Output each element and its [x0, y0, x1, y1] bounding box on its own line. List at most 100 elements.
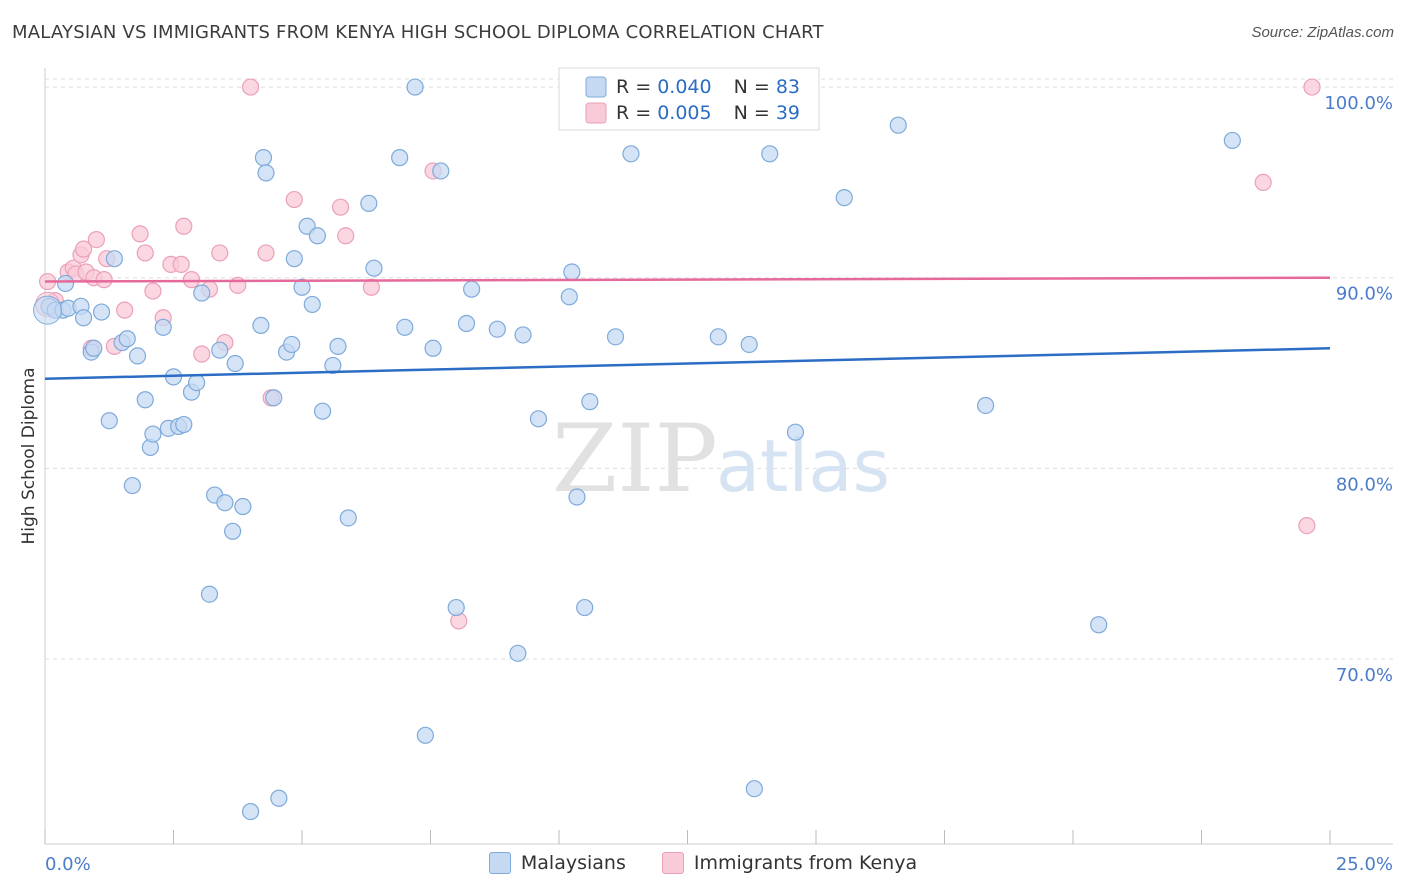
malaysian-point [226, 354, 244, 373]
malaysian-point [835, 189, 853, 207]
malaysian-point [563, 263, 581, 281]
malaysian-point [100, 412, 118, 430]
y-axis-label: High School Diploma [19, 367, 39, 544]
malaysian-point [339, 509, 357, 527]
malaysian-point [200, 585, 219, 603]
malaysian-point [1223, 131, 1241, 150]
malaysian-point [128, 347, 147, 365]
kenya-point [116, 301, 134, 319]
malaysian-point [105, 250, 123, 268]
malaysian-point [424, 339, 442, 357]
malaysian-point [416, 726, 434, 744]
kenya-point [175, 217, 193, 235]
kenya-point [285, 190, 303, 209]
malaysian-point [740, 335, 758, 354]
malaysian-point [175, 415, 193, 434]
malaysian-point [786, 423, 805, 441]
watermark-atlas: atlas [716, 424, 890, 508]
malaysian-point [529, 410, 548, 428]
malaysian-point [257, 164, 275, 182]
r-value: 0.040 [657, 76, 711, 98]
malaysian-point [889, 116, 907, 134]
kenya-trend-line [44, 276, 1331, 283]
malaysian-point [265, 389, 283, 407]
malaysian-point [406, 78, 424, 96]
legend-item-malaysians[interactable]: Malaysians [488, 852, 626, 874]
legend-row-kenya: R = 0.005 N = 39 [616, 102, 800, 124]
n-label: N = [734, 76, 776, 98]
malaysian-point [308, 227, 327, 245]
kenya-point [136, 244, 154, 262]
malaysian-point [745, 780, 763, 798]
legend-swatch-pink [661, 852, 684, 874]
malaysian-point [252, 316, 270, 334]
malaysian-point [324, 356, 342, 375]
chart-title: MALAYSIAN VS IMMIGRANTS FROM KENYA HIGH … [12, 22, 824, 43]
malaysian-point [144, 425, 162, 443]
gridlines: 70.0% 80.0% 90.0% 100.0% [45, 78, 1393, 686]
watermark: ZIP atlas [552, 405, 890, 514]
malaysian-point [123, 476, 141, 495]
y-tick-label: 90.0% [1336, 284, 1393, 305]
malaysian-point [303, 295, 321, 314]
malaysian-point [74, 309, 93, 327]
malaysian-points [33, 78, 1241, 821]
malaysian-point [463, 280, 481, 298]
r-value: 0.005 [657, 102, 711, 124]
malaysian-point [1090, 616, 1108, 634]
malaysian-point [568, 488, 586, 506]
x-tick-label-max: 25.0% [1336, 854, 1393, 875]
malaysian-point [211, 341, 229, 359]
kenya-point [131, 225, 149, 243]
malaysian-point [85, 339, 103, 357]
malaysian-point [622, 145, 640, 163]
malaysian-point [193, 284, 211, 302]
malaysian-point [242, 802, 260, 821]
legend-row-malaysians: R = 0.040 N = 83 [616, 76, 800, 98]
malaysian-point [761, 145, 779, 163]
legend-item-kenya[interactable]: Immigrants from Kenya [661, 852, 918, 874]
kenya-point [257, 244, 275, 262]
stats-legend: R = 0.040 N = 83 R = 0.005 N = 39 [558, 67, 820, 131]
malaysian-point [285, 250, 303, 268]
malaysian-cluster-point [33, 295, 63, 325]
kenya-point [331, 198, 350, 216]
malaysian-point [432, 162, 450, 180]
malaysian-point [56, 274, 75, 293]
malaysian-point [136, 391, 154, 409]
legend-label: Immigrants from Kenya [693, 852, 918, 874]
malaysian-point [365, 259, 383, 277]
malaysian-point [254, 149, 273, 167]
y-tick-label: 70.0% [1336, 665, 1393, 686]
r-label: R = [616, 102, 657, 124]
kenya-point [182, 271, 201, 289]
source-credit: Source: ZipAtlas.com [1251, 24, 1394, 41]
malaysian-point [576, 598, 594, 617]
n-value: 83 [776, 76, 800, 98]
malaysian-point [391, 149, 409, 167]
malaysian-point [313, 402, 332, 420]
malaysian-point [396, 318, 414, 336]
malaysian-point [581, 393, 599, 411]
malaysian-point [514, 326, 532, 344]
kenya-point [144, 282, 162, 300]
kenya-point [172, 255, 190, 273]
kenya-point [362, 278, 380, 296]
malaysian-point [283, 335, 301, 354]
malaysian-point [118, 330, 136, 348]
kenya-point [74, 240, 93, 258]
kenya-point [1298, 516, 1316, 535]
y-tick-label: 100.0% [1324, 93, 1393, 114]
malaysian-point [709, 328, 727, 346]
kenya-point [211, 244, 229, 262]
malaysian-point [92, 303, 111, 321]
malaysian-point [488, 320, 506, 338]
malaysian-point [606, 328, 625, 346]
malaysian-point [457, 314, 476, 333]
malaysian-point [560, 288, 578, 306]
malaysian-point [329, 337, 347, 355]
malaysian-point [154, 318, 172, 336]
kenya-point [95, 271, 113, 289]
kenya-point [337, 227, 355, 245]
